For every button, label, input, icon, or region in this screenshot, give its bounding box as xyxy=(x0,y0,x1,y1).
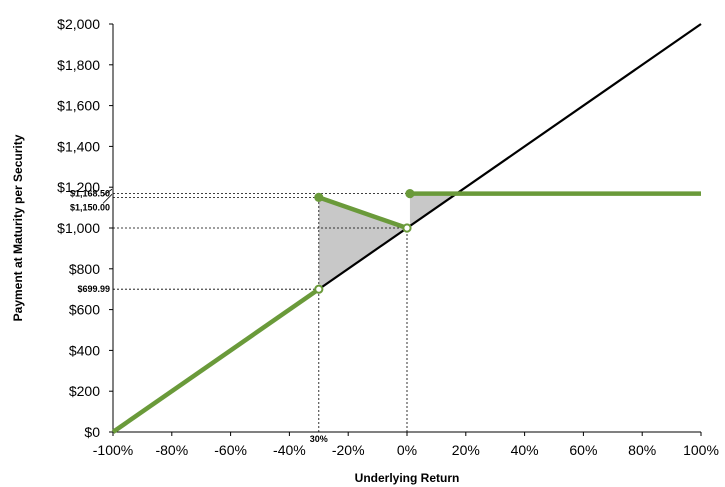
y-tick-label: $1,000 xyxy=(57,220,100,236)
value-annotation-1: $1,150.00 xyxy=(70,202,110,212)
y-tick-label: $1,400 xyxy=(57,138,100,154)
y-tick-label: $0 xyxy=(84,424,100,440)
x-tick-label: -20% xyxy=(332,442,365,458)
y-tick-label: $2,000 xyxy=(57,16,100,32)
y-tick-label: $1,800 xyxy=(57,57,100,73)
x-axis-title: Underlying Return xyxy=(355,471,460,485)
y-tick-label: $400 xyxy=(69,342,100,358)
x-tick-label: 80% xyxy=(628,442,656,458)
payoff-point-2 xyxy=(402,223,412,233)
threshold-annotation: 30% xyxy=(310,434,328,444)
x-tick-label: -80% xyxy=(155,442,188,458)
x-tick-label: 0% xyxy=(397,442,417,458)
tick-labels: $0 $200 $400 $600 $800 $1,000 $1,200 $1,400 $1,6… xyxy=(57,16,719,458)
series-markers xyxy=(314,189,415,294)
payoff-point-1 xyxy=(314,192,324,202)
x-tick-label: 40% xyxy=(511,442,539,458)
x-tick-label: -60% xyxy=(214,442,247,458)
y-axis-title: Payment at Maturity per Security xyxy=(11,134,25,321)
axis-break-mark xyxy=(102,194,113,204)
y-tick-label: $800 xyxy=(69,261,100,277)
x-tick-label: -40% xyxy=(273,442,306,458)
y-tick-label: $600 xyxy=(69,302,100,318)
value-annotation-0: $1,168.50 xyxy=(70,189,110,199)
y-tick-label: $200 xyxy=(69,383,100,399)
x-tick-label: 20% xyxy=(452,442,480,458)
y-tick-label: $1,200 xyxy=(57,179,100,195)
value-annotation-3: $699.99 xyxy=(77,284,110,294)
x-tick-label: 100% xyxy=(683,442,719,458)
axes xyxy=(109,23,702,436)
payoff-line-segment-2 xyxy=(318,195,408,231)
reference-lines xyxy=(113,193,410,432)
x-tick-label: -100% xyxy=(93,442,133,458)
payoff-point-0 xyxy=(314,284,324,294)
payoff-point-3 xyxy=(405,189,415,199)
axis-break-mark xyxy=(102,188,113,196)
annotations: $1,168.50 $1,150.00 $699.99 30% xyxy=(70,189,328,444)
x-tick-label: 60% xyxy=(569,442,597,458)
y-tick-label: $1,600 xyxy=(57,98,100,114)
payoff-line-segment-1 xyxy=(111,287,321,434)
